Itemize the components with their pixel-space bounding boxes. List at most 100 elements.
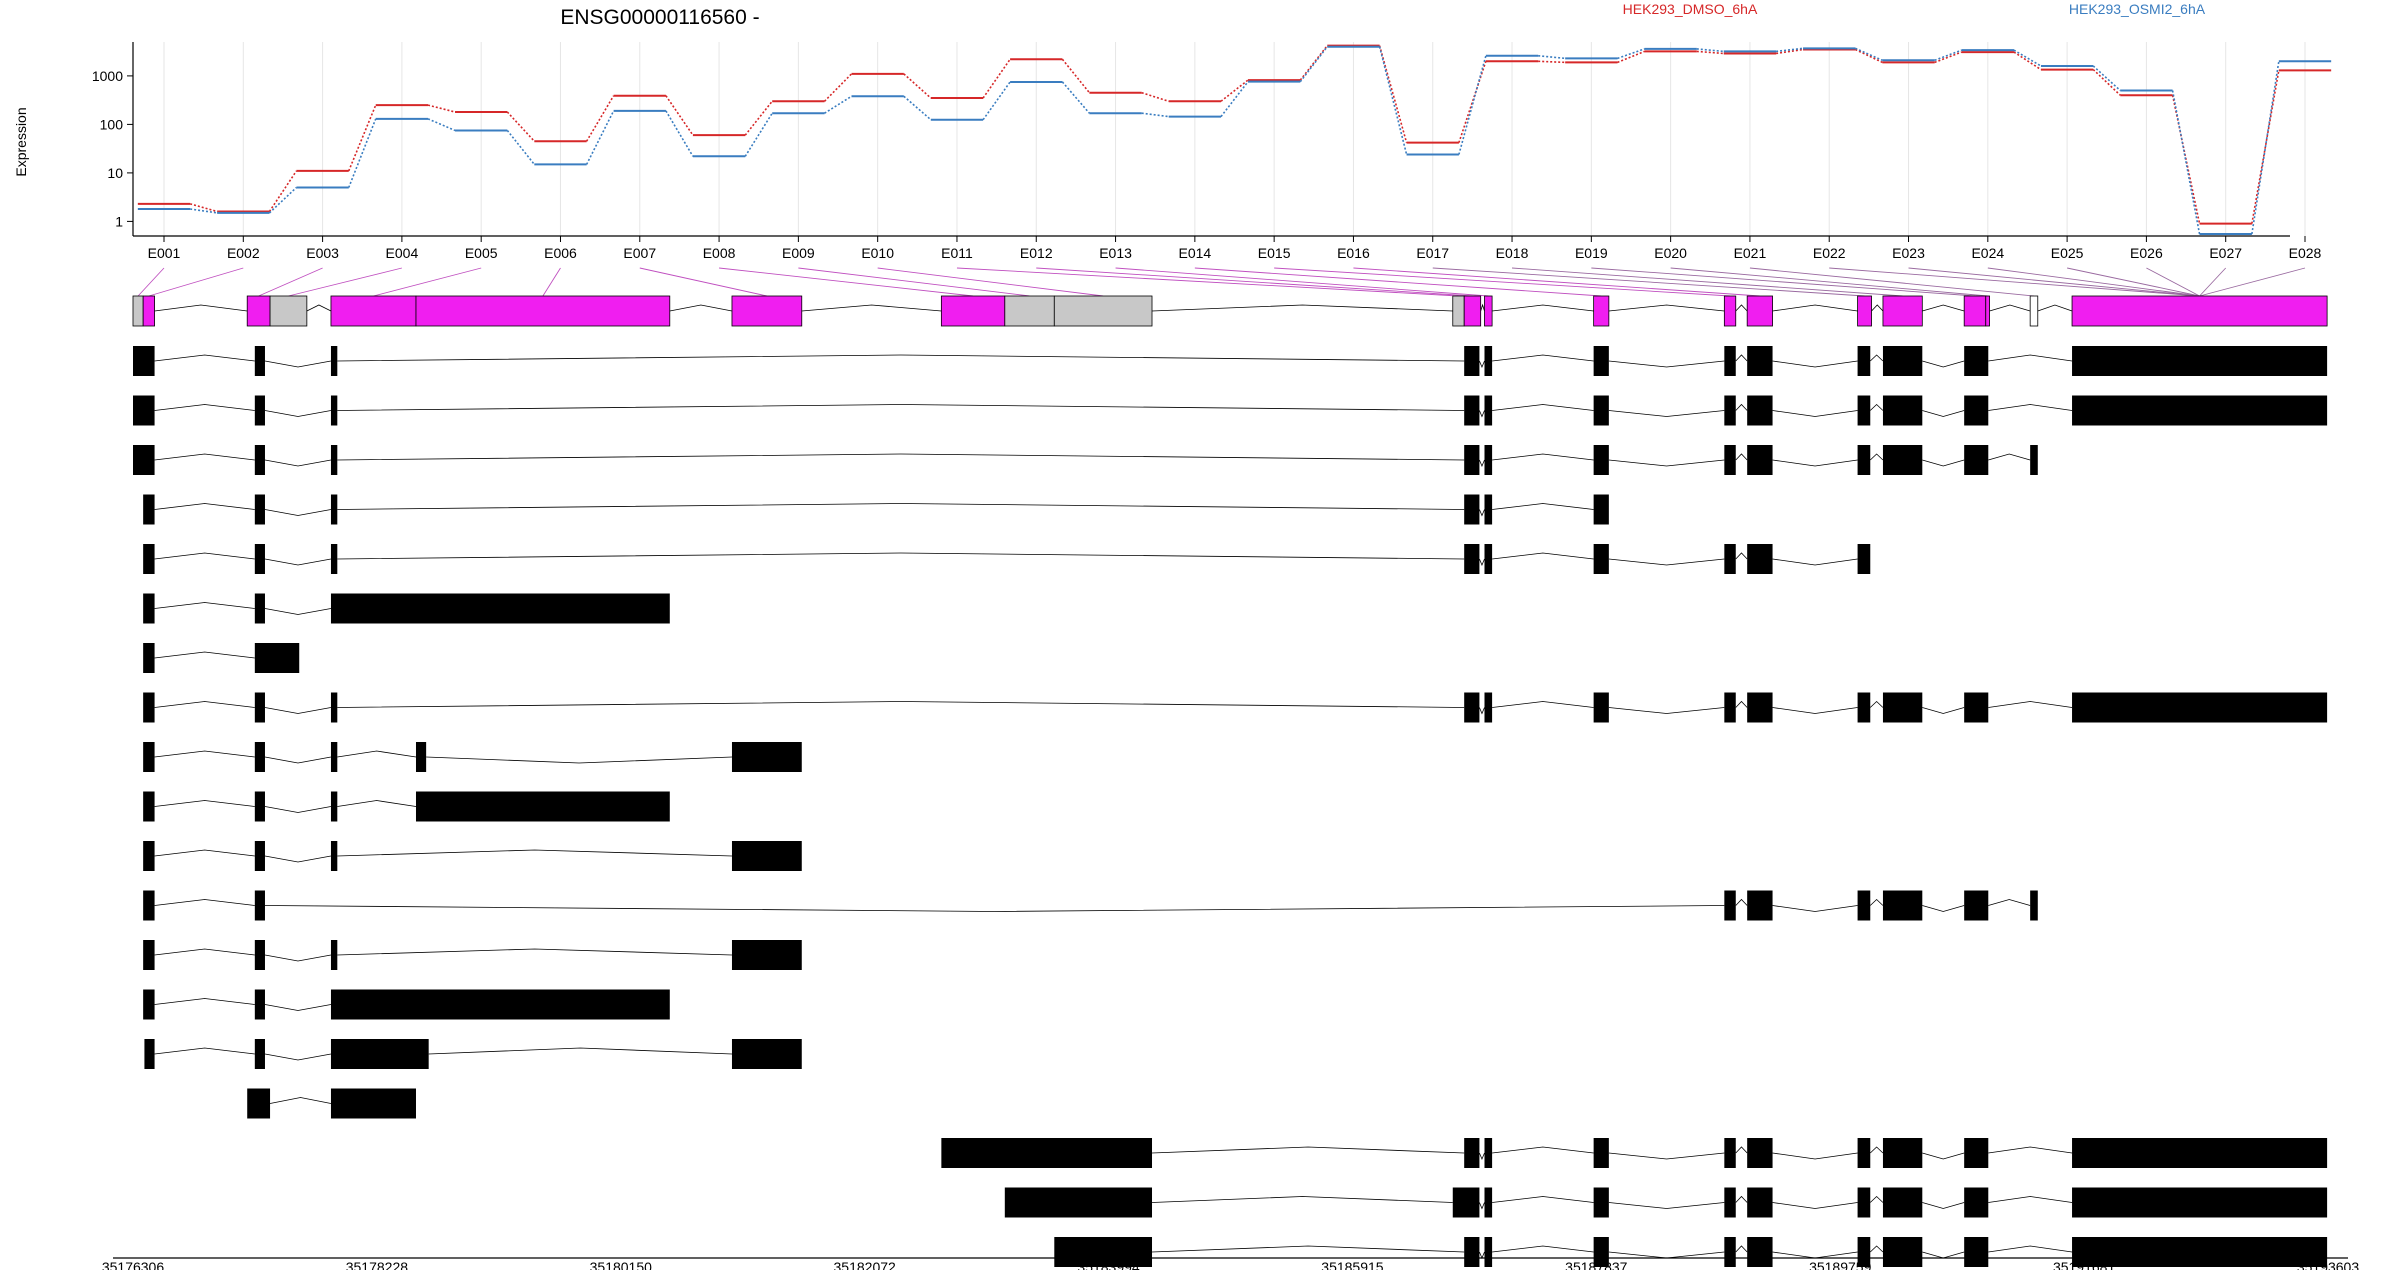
transcript-exon	[1593, 395, 1609, 426]
transcript-exon	[143, 593, 155, 624]
y-axis-label: Expression	[13, 107, 29, 176]
exon-bin	[1857, 295, 1872, 327]
series-connector	[1776, 47, 1804, 53]
transcript-exon	[1484, 395, 1493, 426]
intron-line	[264, 1004, 332, 1011]
transcript	[143, 494, 1609, 525]
exon-connector-lines	[137, 267, 2306, 297]
intron-line	[269, 1097, 332, 1104]
intron-line	[1479, 1202, 1485, 1210]
transcript-exon	[254, 841, 265, 871]
genomic-tick-label: 35191681	[2053, 1259, 2116, 1270]
transcript-exon	[254, 593, 265, 624]
transcript-exon	[1464, 395, 1480, 426]
intron-line	[801, 304, 942, 312]
exon-bin	[1452, 295, 1465, 327]
intron-line	[264, 410, 332, 417]
transcript-exon	[254, 940, 265, 970]
exon-bin	[2029, 295, 2039, 327]
series-connector	[1220, 81, 1249, 118]
transcript-exon	[1857, 692, 1871, 723]
transcript-exon	[1464, 544, 1480, 574]
intron-line	[1922, 905, 1965, 912]
transcript-exon	[1964, 890, 1989, 921]
intron-line	[426, 756, 732, 764]
intron-line	[337, 453, 1465, 461]
intron-line	[154, 701, 255, 708]
intron-line	[154, 899, 255, 906]
transcript-exon	[1882, 890, 1923, 921]
transcript-exon	[330, 544, 338, 574]
exon-bin	[1004, 295, 1055, 327]
transcript-exon	[1747, 395, 1773, 426]
intron-line	[1869, 1195, 1884, 1203]
intron-line	[1479, 459, 1485, 468]
transcript-exon	[1004, 1187, 1153, 1218]
transcript-exon	[1724, 1187, 1736, 1218]
x-tick-label: E011	[941, 245, 973, 261]
transcript-exon	[1054, 1237, 1153, 1267]
exon-connector	[1670, 267, 1988, 297]
gene-model-track	[132, 295, 2328, 327]
intron-line	[337, 948, 732, 956]
series-connector	[1617, 48, 1645, 60]
transcript-exon	[1857, 1187, 1871, 1218]
transcript-exon	[1747, 445, 1773, 475]
transcript-exon	[1484, 544, 1493, 574]
transcript-exon	[1593, 1237, 1609, 1267]
intron-line	[154, 998, 255, 1005]
series-connector	[427, 118, 456, 132]
series-connector	[982, 58, 1011, 99]
intron-line	[1608, 707, 1725, 714]
intron-line	[1479, 1152, 1485, 1161]
exon-connector	[1908, 267, 2200, 297]
transcript-exon	[330, 742, 338, 772]
transcript-exon	[1964, 1187, 1989, 1218]
transcript-exon	[330, 593, 670, 624]
intron-line	[154, 304, 248, 312]
transcript	[133, 395, 2328, 426]
exon-connector	[1749, 267, 2035, 297]
intron-line	[1735, 898, 1748, 906]
exon-bin	[330, 295, 417, 327]
intron-line	[1151, 1196, 1453, 1203]
exon-bin	[1985, 295, 1990, 327]
y-tick-label: 1000	[92, 68, 123, 84]
intron-line	[1151, 304, 1453, 312]
transcript-exon	[254, 643, 300, 673]
transcript-exon	[1857, 395, 1871, 426]
genomic-tick-label: 35176306	[102, 1259, 165, 1270]
transcript-exon	[1882, 1187, 1923, 1218]
intron-line	[1479, 360, 1485, 369]
transcript-exon	[415, 791, 670, 822]
intron-line	[264, 360, 332, 368]
transcript-exon	[415, 742, 427, 772]
exon-connector	[148, 267, 244, 297]
transcript-exon	[143, 643, 155, 673]
x-tick-label: E006	[544, 245, 577, 261]
transcript	[143, 890, 2038, 921]
intron-line	[1735, 453, 1748, 461]
transcript-exon	[254, 346, 265, 376]
intron-line	[1922, 1251, 1965, 1259]
intron-line	[154, 404, 255, 411]
expression-plot: 1 10 100 1000 E001 E002 E003 E004 E005 E006 E007 E0…	[92, 42, 2332, 261]
transcript-exon	[1857, 1237, 1871, 1267]
transcript-exon	[1464, 346, 1480, 376]
transcript-exon	[144, 1039, 155, 1069]
exon-bin	[1882, 295, 1923, 327]
transcript-exon	[1593, 346, 1609, 376]
x-tick-label: E003	[306, 245, 339, 261]
intron-line	[1492, 701, 1594, 708]
intron-line	[337, 354, 1465, 362]
intron-line	[1479, 509, 1485, 517]
transcript-exon	[330, 494, 338, 525]
series-connector	[2092, 68, 2121, 96]
exon-connector	[1512, 267, 1903, 297]
series-connector	[1855, 47, 1883, 62]
transcript-exon	[1484, 1138, 1493, 1168]
exon-connector	[2146, 267, 2200, 297]
exon-bin	[269, 295, 308, 327]
legend-series-osmi2: HEK293_OSMI2_6hA	[2069, 1, 2206, 17]
